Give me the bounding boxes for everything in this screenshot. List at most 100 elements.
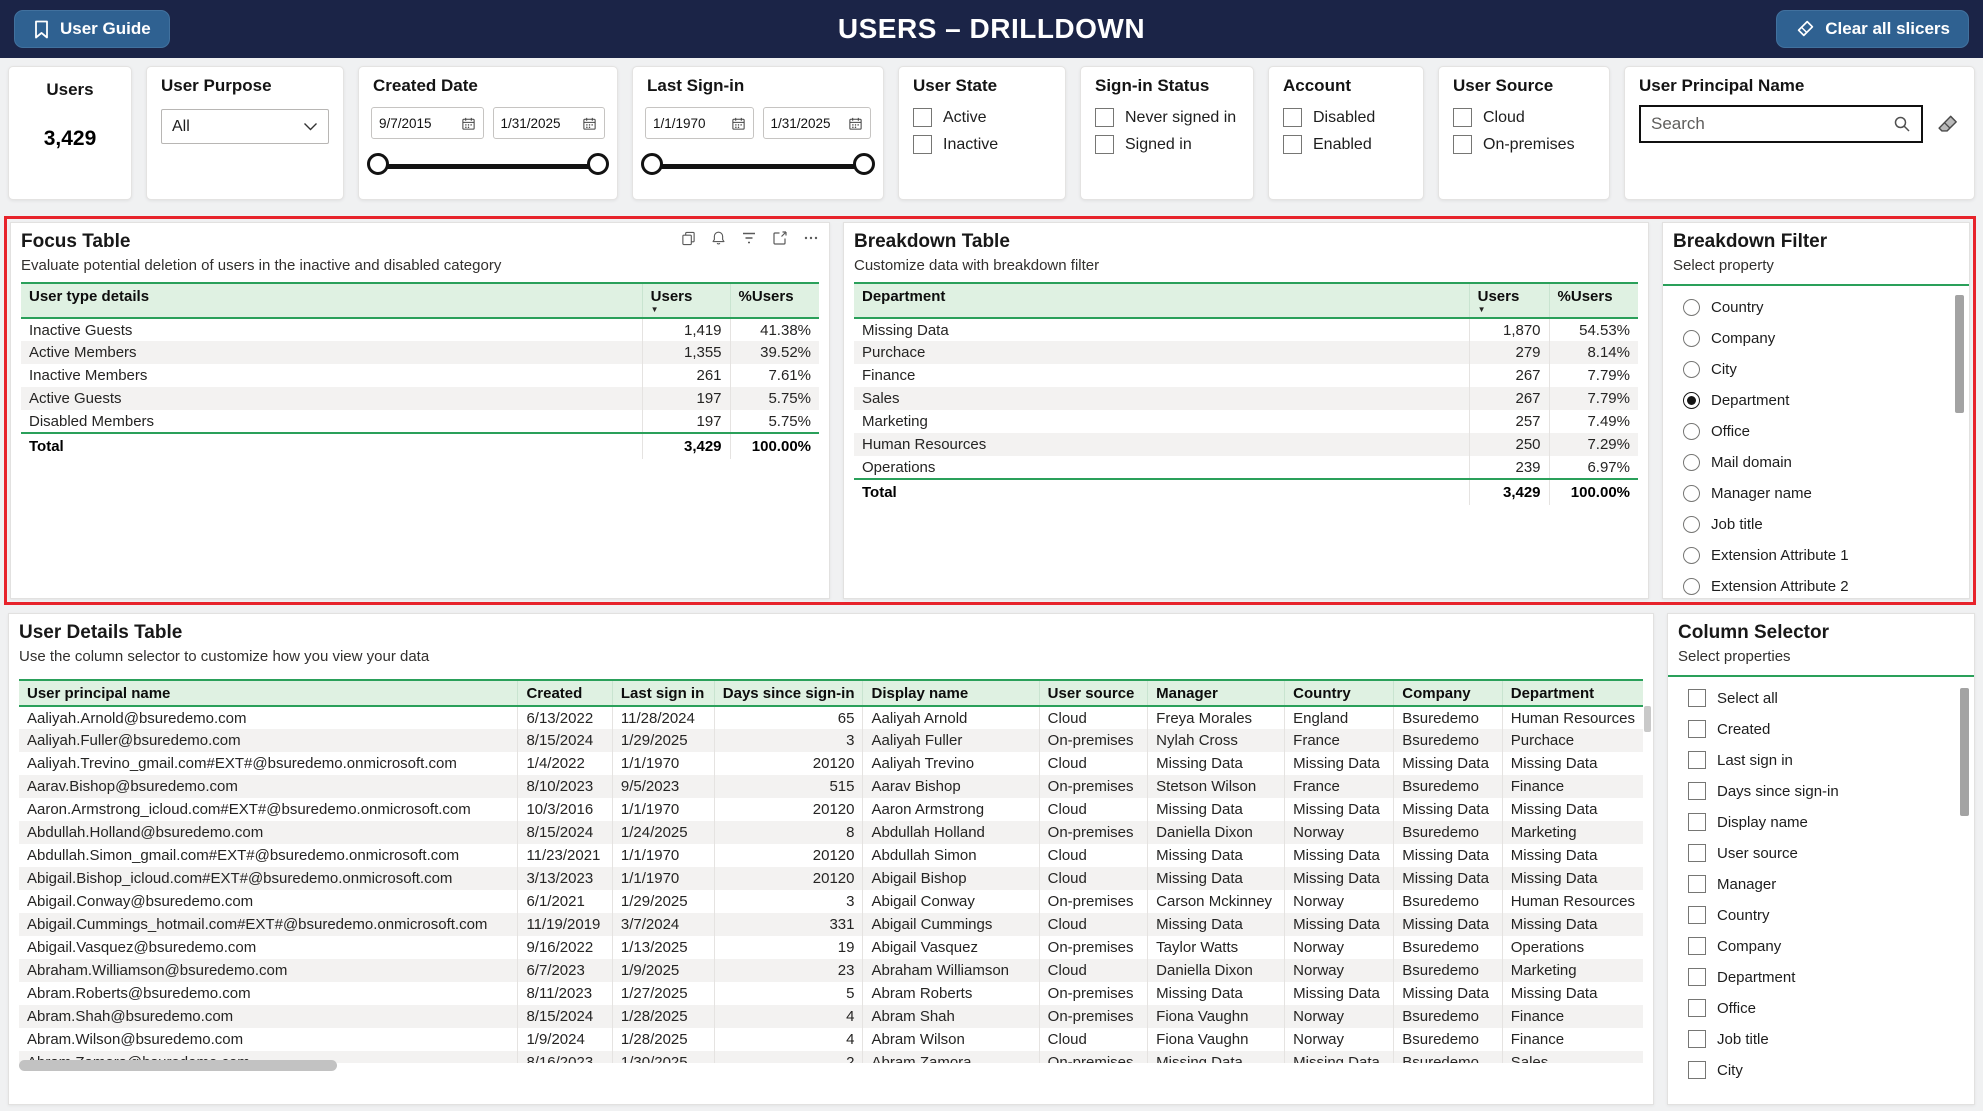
column-header-user-principal-name[interactable]: User principal name: [19, 679, 518, 707]
table-row[interactable]: Abigail.Conway@bsuredemo.com 6/1/2021 1/29…: [19, 890, 1643, 913]
column-header-department[interactable]: Department: [1501, 679, 1643, 707]
table-row[interactable]: Abdullah.Holland@bsuredemo.com 8/15/2024 1…: [19, 821, 1643, 844]
table-row[interactable]: Abram.Wilson@bsuredemo.com 1/9/2024 1/28/2…: [19, 1028, 1643, 1051]
checkbox-option-days-since-sign-in[interactable]: Days since sign-in: [1688, 782, 1974, 800]
created-date-start-input[interactable]: 9/7/2015: [371, 107, 484, 139]
checkbox-option-last-sign-in[interactable]: Last sign in: [1688, 751, 1974, 769]
table-row[interactable]: Aaliyah.Trevino_gmail.com#EXT#@bsuredemo…: [19, 752, 1643, 775]
checkbox-option-job-title[interactable]: Job title: [1688, 1030, 1974, 1048]
checkbox-option-signed-in[interactable]: Signed in: [1095, 135, 1253, 154]
checkbox-option-disabled[interactable]: Disabled: [1283, 108, 1423, 127]
table-row[interactable]: Aaliyah.Arnold@bsuredemo.com 6/13/2022 11/…: [19, 706, 1643, 729]
radio-option-mail-domain[interactable]: Mail domain: [1683, 453, 1969, 471]
table-row[interactable]: Abraham.Williamson@bsuredemo.com 6/7/2023…: [19, 959, 1643, 982]
checkbox-option-active[interactable]: Active: [913, 108, 1065, 127]
focus-mode-icon[interactable]: [772, 230, 788, 246]
clear-search-eraser-icon[interactable]: [1936, 112, 1960, 136]
table-row[interactable]: Human Resources 250 7.29%: [854, 433, 1638, 456]
radio-option-extension-attribute-2[interactable]: Extension Attribute 2: [1683, 577, 1969, 595]
copy-icon[interactable]: [681, 230, 696, 246]
table-row[interactable]: Abram.Zamora@bsuredemo.com 8/16/2023 1/30/…: [19, 1051, 1643, 1063]
column-header-user-source[interactable]: User source: [1038, 679, 1148, 707]
column-header-manager[interactable]: Manager: [1147, 679, 1285, 707]
checkbox-option-user-source[interactable]: User source: [1688, 844, 1974, 862]
table-vertical-scrollbar[interactable]: [1644, 706, 1651, 732]
clear-all-slicers-button[interactable]: Clear all slicers: [1776, 10, 1969, 48]
checkbox-option-created[interactable]: Created: [1688, 720, 1974, 738]
column-header-users[interactable]: %Users: [729, 282, 819, 319]
slider-handle-start[interactable]: [641, 153, 663, 175]
more-options-icon[interactable]: [803, 230, 819, 246]
table-row[interactable]: Finance 267 7.79%: [854, 364, 1638, 387]
radio-option-job-title[interactable]: Job title: [1683, 515, 1969, 533]
table-row[interactable]: Active Guests 197 5.75%: [21, 387, 819, 410]
checkbox-option-on-premises[interactable]: On-premises: [1453, 135, 1609, 154]
user-guide-button[interactable]: User Guide: [14, 10, 170, 48]
radio-option-extension-attribute-1[interactable]: Extension Attribute 1: [1683, 546, 1969, 564]
checkbox-option-cloud[interactable]: Cloud: [1453, 108, 1609, 127]
table-row[interactable]: Abigail.Bishop_icloud.com#EXT#@bsuredemo…: [19, 867, 1643, 890]
scrollbar-thumb[interactable]: [1960, 688, 1969, 816]
radio-option-city[interactable]: City: [1683, 360, 1969, 378]
table-row[interactable]: Aarav.Bishop@bsuredemo.com 8/10/2023 9/5/2…: [19, 775, 1643, 798]
focus-table[interactable]: User type details Users ▼ %Users Inactive Gu…: [21, 282, 819, 459]
table-row[interactable]: Abram.Shah@bsuredemo.com 8/15/2024 1/28/20…: [19, 1005, 1643, 1028]
checkbox-option-country[interactable]: Country: [1688, 906, 1974, 924]
scrollbar-thumb[interactable]: [1955, 295, 1964, 413]
radio-option-company[interactable]: Company: [1683, 329, 1969, 347]
filter-icon[interactable]: [741, 231, 757, 245]
checkbox-option-manager[interactable]: Manager: [1688, 875, 1974, 893]
column-header-users[interactable]: Users ▼: [1468, 282, 1550, 319]
checkbox-option-department[interactable]: Department: [1688, 968, 1974, 986]
table-row[interactable]: Operations 239 6.97%: [854, 456, 1638, 479]
column-header-days-since-sign-in[interactable]: Days since sign-in: [713, 679, 863, 707]
slider-handle-end[interactable]: [853, 153, 875, 175]
created-date-end-input[interactable]: 1/31/2025: [492, 107, 605, 139]
table-row[interactable]: Purchace 279 8.14%: [854, 341, 1638, 364]
table-row[interactable]: Abram.Roberts@bsuredemo.com 8/11/2023 1/27…: [19, 982, 1643, 1005]
last-signin-start-input[interactable]: 1/1/1970: [645, 107, 754, 139]
table-row[interactable]: Abdullah.Simon_gmail.com#EXT#@bsuredemo.…: [19, 844, 1643, 867]
user-purpose-dropdown[interactable]: All: [161, 109, 329, 144]
checkbox-option-city[interactable]: City: [1688, 1061, 1974, 1079]
table-row[interactable]: Disabled Members 197 5.75%: [21, 410, 819, 433]
table-row[interactable]: Abigail.Vasquez@bsuredemo.com 9/16/2022 1/…: [19, 936, 1643, 959]
checkbox-option-display-name[interactable]: Display name: [1688, 813, 1974, 831]
radio-option-department[interactable]: Department: [1683, 391, 1969, 409]
alert-icon[interactable]: [711, 230, 726, 246]
column-header-company[interactable]: Company: [1393, 679, 1503, 707]
table-row[interactable]: Active Members 1,355 39.52%: [21, 341, 819, 364]
breakdown-table[interactable]: Department Users ▼ %Users Missing Data 1,870 5…: [854, 282, 1638, 505]
checkbox-option-never-signed-in[interactable]: Never signed in: [1095, 108, 1253, 127]
slider-handle-end[interactable]: [587, 153, 609, 175]
radio-option-office[interactable]: Office: [1683, 422, 1969, 440]
radio-option-country[interactable]: Country: [1683, 298, 1969, 316]
radio-option-manager-name[interactable]: Manager name: [1683, 484, 1969, 502]
table-horizontal-scrollbar[interactable]: [19, 1060, 337, 1071]
table-row[interactable]: Abigail.Cummings_hotmail.com#EXT#@bsured…: [19, 913, 1643, 936]
checkbox-option-company[interactable]: Company: [1688, 937, 1974, 955]
column-header-user-type-details[interactable]: User type details: [21, 282, 643, 319]
column-header-department[interactable]: Department: [854, 282, 1470, 319]
checkbox-option-inactive[interactable]: Inactive: [913, 135, 1065, 154]
table-row[interactable]: Missing Data 1,870 54.53%: [854, 318, 1638, 341]
last-signin-end-input[interactable]: 1/31/2025: [762, 107, 871, 139]
checkbox-option-enabled[interactable]: Enabled: [1283, 135, 1423, 154]
checkbox-option-select-all[interactable]: Select all: [1688, 689, 1974, 707]
search-input[interactable]: Search: [1639, 105, 1923, 143]
table-row[interactable]: Aaliyah.Fuller@bsuredemo.com 8/15/2024 1/2…: [19, 729, 1643, 752]
table-row[interactable]: Aaron.Armstrong_icloud.com#EXT#@bsuredem…: [19, 798, 1643, 821]
table-row[interactable]: Sales 267 7.79%: [854, 387, 1638, 410]
table-row[interactable]: Inactive Members 261 7.61%: [21, 364, 819, 387]
column-header-users[interactable]: Users ▼: [641, 282, 731, 319]
table-row[interactable]: Inactive Guests 1,419 41.38%: [21, 318, 819, 341]
column-header-country[interactable]: Country: [1284, 679, 1394, 707]
user-details-table[interactable]: User principal name Created Last sign in Da…: [19, 679, 1643, 1063]
last-signin-range-slider[interactable]: [641, 148, 875, 184]
column-header-users[interactable]: %Users: [1548, 282, 1638, 319]
column-header-display-name[interactable]: Display name: [862, 679, 1040, 707]
slider-handle-start[interactable]: [367, 153, 389, 175]
checkbox-option-office[interactable]: Office: [1688, 999, 1974, 1017]
column-header-created[interactable]: Created: [517, 679, 613, 707]
table-row[interactable]: Marketing 257 7.49%: [854, 410, 1638, 433]
